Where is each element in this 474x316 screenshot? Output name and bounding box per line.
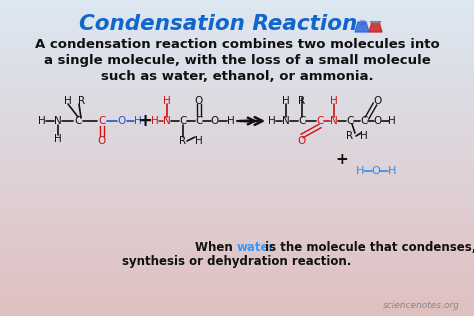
- Text: H: H: [54, 134, 62, 144]
- Text: O: O: [372, 166, 380, 176]
- Text: H: H: [227, 116, 235, 126]
- Text: O: O: [195, 96, 203, 106]
- Text: N: N: [54, 116, 62, 126]
- Text: H: H: [151, 116, 159, 126]
- Text: A condensation reaction combines two molecules into: A condensation reaction combines two mol…: [35, 38, 439, 51]
- Text: R: R: [299, 96, 306, 106]
- Text: O: O: [211, 116, 219, 126]
- Text: H: H: [195, 136, 203, 146]
- Text: N: N: [282, 116, 290, 126]
- Text: +: +: [336, 151, 348, 167]
- Text: H: H: [360, 131, 368, 141]
- Text: C: C: [346, 116, 354, 126]
- Text: +: +: [137, 112, 153, 130]
- Text: O: O: [298, 136, 306, 146]
- Text: When: When: [195, 241, 237, 254]
- Text: C: C: [179, 116, 187, 126]
- Text: sciencenotes.org: sciencenotes.org: [383, 301, 460, 310]
- Text: R: R: [346, 131, 354, 141]
- Text: C: C: [298, 116, 306, 126]
- Text: C: C: [195, 116, 203, 126]
- Text: H: H: [38, 116, 46, 126]
- Text: O: O: [374, 96, 382, 106]
- Text: is the molecule that condenses, the reaction is a dehydration: is the molecule that condenses, the reac…: [261, 241, 474, 254]
- Text: H: H: [388, 166, 396, 176]
- Text: C: C: [360, 116, 368, 126]
- Text: H: H: [356, 166, 364, 176]
- Text: R: R: [180, 136, 187, 146]
- Polygon shape: [355, 22, 369, 32]
- Text: H: H: [330, 96, 338, 106]
- Text: water: water: [237, 241, 275, 254]
- Text: N: N: [163, 116, 171, 126]
- Text: H: H: [134, 116, 142, 126]
- Text: C: C: [98, 116, 106, 126]
- Text: synthesis or dehydration reaction.: synthesis or dehydration reaction.: [122, 255, 352, 268]
- Text: C: C: [316, 116, 324, 126]
- Polygon shape: [369, 22, 382, 32]
- Text: Condensation Reaction: Condensation Reaction: [79, 14, 357, 34]
- Text: a single molecule, with the loss of a small molecule: a single molecule, with the loss of a sm…: [44, 54, 430, 67]
- Text: O: O: [118, 116, 126, 126]
- Text: H: H: [163, 96, 171, 106]
- Text: H: H: [282, 96, 290, 106]
- Text: N: N: [330, 116, 338, 126]
- Text: H: H: [64, 96, 72, 106]
- Text: O: O: [98, 136, 106, 146]
- Text: H: H: [268, 116, 276, 126]
- Text: C: C: [74, 116, 82, 126]
- Text: R: R: [78, 96, 86, 106]
- Text: H: H: [388, 116, 396, 126]
- Text: O: O: [374, 116, 382, 126]
- Text: such as water, ethanol, or ammonia.: such as water, ethanol, or ammonia.: [100, 70, 374, 83]
